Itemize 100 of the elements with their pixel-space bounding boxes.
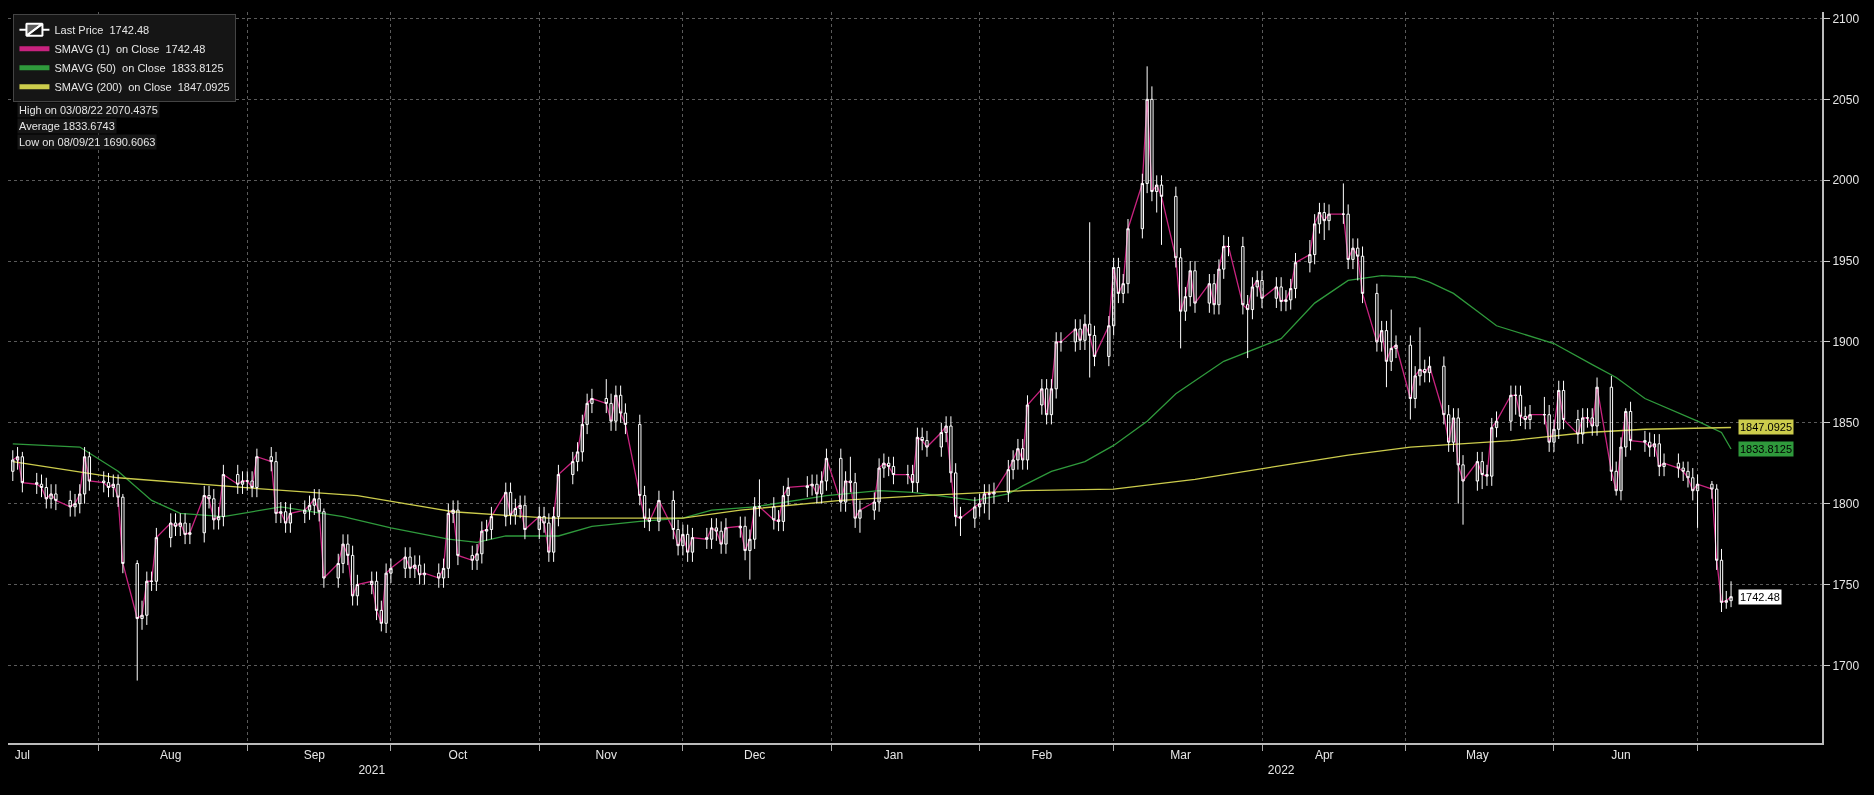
candlestick <box>786 477 790 506</box>
candlestick <box>1662 453 1666 477</box>
candlestick <box>1418 326 1422 387</box>
candlestick <box>1284 289 1288 312</box>
candlestick <box>824 448 829 492</box>
candlestick <box>1509 385 1513 432</box>
candlestick <box>1021 438 1025 471</box>
x-tick-label: Aug <box>160 748 182 763</box>
candlestick <box>1111 257 1116 336</box>
candlestick <box>288 503 293 534</box>
line-series <box>12 274 1732 544</box>
candlestick <box>106 472 111 498</box>
text: 1742.48 <box>1740 591 1780 603</box>
candlestick <box>1293 252 1298 299</box>
candlestick <box>188 522 192 545</box>
candlestick <box>973 496 977 529</box>
candlestick <box>68 490 72 518</box>
candlestick <box>1159 174 1164 246</box>
candlestick <box>1561 380 1566 430</box>
candlestick <box>307 495 312 521</box>
candlestick <box>389 558 393 584</box>
candlestick <box>1590 407 1594 437</box>
y-tick-label: 1850 <box>1832 415 1860 430</box>
candlestick <box>1657 433 1661 477</box>
candlestick <box>1394 334 1398 359</box>
candlestick <box>1724 590 1728 610</box>
candlestick <box>437 562 441 589</box>
candlestick <box>614 385 618 432</box>
annotation: High on 03/08/22 2070.4375 <box>19 104 158 116</box>
x2-tick-label: 2022 <box>1267 763 1295 777</box>
candlestick <box>1695 474 1700 529</box>
candlestick <box>456 499 460 566</box>
candlestick <box>906 464 910 485</box>
candlestick <box>1250 276 1255 320</box>
candlestick <box>1676 453 1681 479</box>
candlestick <box>1552 419 1556 453</box>
candlestick <box>341 533 345 574</box>
candlestick <box>1475 451 1480 492</box>
x-tick-label: Oct <box>448 748 468 763</box>
candlestick <box>480 520 484 564</box>
candlestick <box>154 527 159 592</box>
data-label: 1847.0925 <box>1740 421 1792 433</box>
candlestick <box>1451 407 1456 453</box>
candlestick <box>944 415 948 443</box>
candlestick <box>1183 286 1188 322</box>
candlestick <box>508 482 513 526</box>
candlestick <box>987 483 991 521</box>
x-tick-label: Jan <box>883 748 904 763</box>
candlestick <box>1212 273 1216 315</box>
candlestick <box>1413 365 1417 409</box>
annotation: Average 1833.6743 <box>19 120 115 132</box>
candlestick <box>1518 385 1523 427</box>
legend-label: SMAVG (50) on Close 1833.8125 <box>54 61 224 74</box>
candlestick <box>738 516 742 539</box>
candlestick <box>705 527 709 550</box>
candlestick <box>11 449 15 482</box>
candlestick <box>757 478 762 518</box>
candlestick <box>169 512 173 548</box>
candlestick <box>312 488 316 516</box>
candlestick <box>575 441 580 472</box>
candlestick <box>1121 273 1125 304</box>
y-tick-label: 1800 <box>1832 496 1860 511</box>
candlestick <box>484 519 489 542</box>
candlestick <box>1006 459 1011 503</box>
candlestick <box>1490 417 1494 487</box>
candlestick <box>355 574 360 607</box>
candlestick <box>1514 385 1518 416</box>
candlestick <box>1140 173 1145 239</box>
x-tick-label: Mar <box>1170 748 1191 763</box>
candlestick <box>1054 331 1058 400</box>
candlestick <box>451 499 455 524</box>
candlestick <box>240 470 245 495</box>
candlestick <box>748 529 752 581</box>
candlestick <box>279 501 283 524</box>
candlestick <box>78 483 82 514</box>
candlestick <box>1389 309 1393 372</box>
candlestick <box>819 470 824 505</box>
candlestick <box>1040 378 1044 416</box>
candlestick <box>915 427 920 493</box>
candlestick <box>1619 436 1623 501</box>
x2-tick-label: 2021 <box>358 763 386 777</box>
candlestick <box>221 464 226 527</box>
candlestick <box>580 414 585 463</box>
y-tick-label: 1950 <box>1832 254 1860 269</box>
candlestick <box>877 457 881 513</box>
candlestick <box>1289 278 1293 311</box>
legend-label: SMAVG (200) on Close 1847.0925 <box>54 80 230 93</box>
candlestick <box>236 464 240 495</box>
candlestick <box>1260 270 1264 309</box>
candlestick <box>1308 239 1312 273</box>
candlestick <box>35 472 39 495</box>
candlestick <box>810 474 814 497</box>
candlestick <box>585 393 589 435</box>
candlestick <box>1188 260 1192 307</box>
candlestick <box>245 470 249 492</box>
candlestick <box>446 503 451 579</box>
candlestick <box>1379 320 1384 353</box>
y-tick-label: 2000 <box>1832 173 1860 188</box>
candlestick <box>1011 449 1015 480</box>
x-tick-label: Dec <box>743 748 766 763</box>
